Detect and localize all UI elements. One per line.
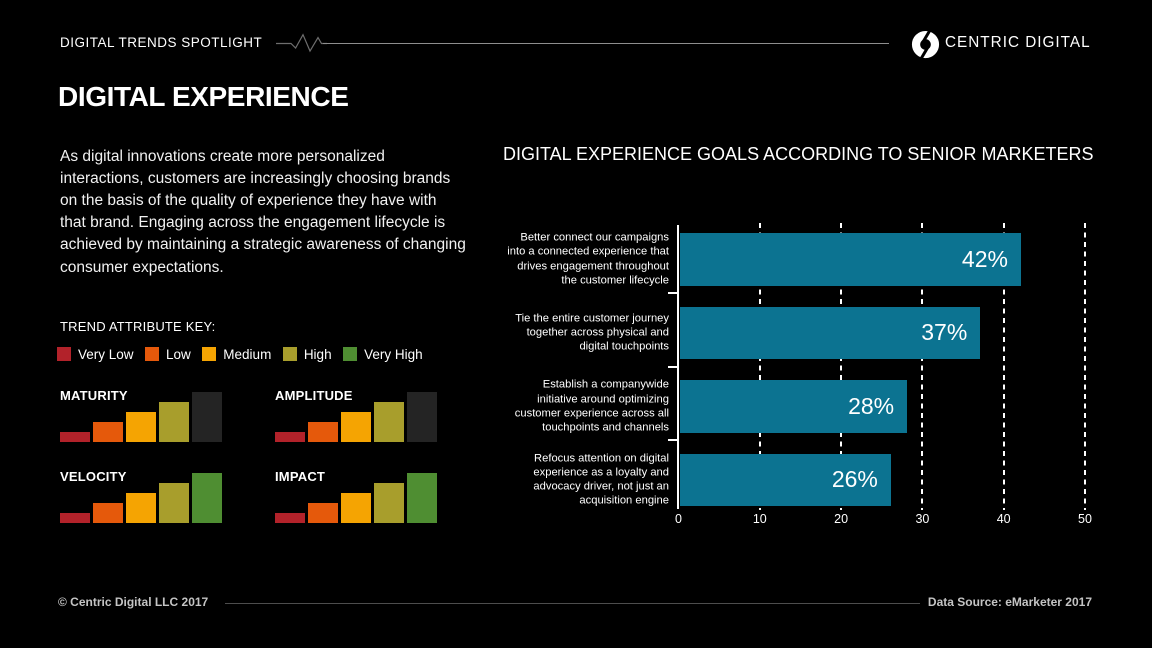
level-bar-high: [159, 401, 189, 442]
bar-26%: 26%: [679, 453, 891, 507]
legend-item: High: [282, 346, 332, 362]
bar-value-label: 28%: [848, 392, 895, 419]
attribute-chart-bars: [60, 473, 222, 523]
category-label: Better connect our campaigns into a conn…: [507, 231, 669, 287]
level-bar-very-high: [192, 473, 222, 523]
pulse-icon: [276, 33, 327, 53]
legend-label: High: [303, 346, 332, 362]
data-source-text: Data Source: eMarketer 2017: [927, 594, 1092, 609]
legend-item: Low: [145, 347, 191, 362]
intro-paragraph: As digital innovations create more perso…: [60, 147, 466, 276]
level-bar-very-low: [275, 432, 305, 442]
gridline-20: [840, 223, 843, 510]
category-separator-tick: [668, 292, 678, 294]
legend-label: Very High: [364, 346, 423, 362]
x-tick-label-30: 30: [915, 512, 930, 526]
attribute-chart-label: IMPACT: [275, 468, 326, 484]
gridline-30: [921, 223, 924, 510]
level-bar-very-high: [407, 473, 437, 523]
category-label: Tie the entire customer journey together…: [515, 312, 669, 353]
level-bar-medium: [341, 493, 371, 523]
level-bar-low: [308, 422, 338, 442]
x-tick-label-50: 50: [1078, 512, 1092, 526]
level-bar-medium: [341, 412, 371, 442]
y-axis: [677, 225, 679, 509]
attribute-chart-label: VELOCITY: [60, 468, 127, 484]
x-tick-label-20: 20: [834, 512, 849, 526]
legend-label: Very Low: [78, 346, 134, 362]
bar-value-label: 26%: [831, 466, 878, 493]
level-bar-medium: [126, 493, 156, 523]
bar-28%: 28%: [679, 380, 908, 433]
trend-key-title: TREND ATTRIBUTE KEY:: [60, 318, 216, 334]
legend-item: Very Low: [57, 347, 134, 362]
category-separator-tick: [668, 439, 678, 442]
attribute-chart-bars: [60, 392, 222, 442]
legend-swatch: [282, 347, 297, 361]
level-bar-very-low: [60, 513, 90, 523]
bar-42%: 42%: [679, 233, 1021, 286]
brand-wordmark: CENTRIC DIGITAL: [945, 34, 1091, 51]
attribute-chart-label: MATURITY: [60, 387, 128, 403]
legend-label: Low: [166, 346, 191, 362]
header-rule: [323, 43, 889, 44]
category-separator-tick: [668, 365, 678, 368]
level-bar-very-low: [60, 432, 90, 442]
legend-swatch: [343, 347, 358, 361]
page-title: DIGITAL EXPERIENCE: [58, 80, 349, 112]
level-bar-high: [159, 482, 189, 523]
level-bar-very-high: [407, 392, 437, 442]
x-tick-label-10: 10: [752, 512, 767, 526]
copyright-text: © Centric Digital LLC 2017: [58, 594, 209, 609]
eyebrow-title: DIGITAL TRENDS SPOTLIGHT: [60, 34, 263, 50]
attribute-chart-bars: [275, 473, 437, 523]
legend-item: Very High: [343, 347, 423, 362]
level-bar-low: [308, 503, 338, 523]
centric-digital-logo-icon: [911, 29, 940, 60]
attribute-chart-impact: IMPACT: [275, 466, 437, 523]
attribute-chart-label: AMPLITUDE: [275, 387, 353, 403]
category-label: Establish a companywide initiative aroun…: [514, 378, 669, 434]
legend-label: Medium: [223, 346, 272, 362]
level-bar-very-low: [275, 513, 305, 523]
legend-item: Medium: [202, 347, 271, 362]
legend-swatch: [57, 347, 71, 361]
level-bar-high: [374, 482, 404, 523]
level-bar-low: [93, 422, 123, 442]
level-bar-low: [93, 503, 123, 523]
attribute-chart-amplitude: AMPLITUDE: [275, 385, 437, 442]
bar-value-label: 37%: [921, 319, 968, 346]
level-bar-high: [374, 401, 404, 442]
gridline-10: [758, 223, 761, 510]
attribute-chart-bars: [275, 392, 437, 442]
legend-swatch: [145, 347, 160, 361]
trend-key-legend: Very Low Low Medium High Very High: [57, 347, 423, 362]
footer-rule: [225, 603, 920, 604]
attribute-chart-velocity: VELOCITY: [60, 466, 222, 523]
category-label: Refocus attention on digital experience …: [533, 452, 669, 508]
attribute-chart-maturity: MATURITY: [60, 385, 222, 442]
level-bar-medium: [126, 412, 156, 442]
x-tick-label-40: 40: [996, 512, 1011, 526]
bar-37%: 37%: [679, 306, 981, 360]
chart-title: DIGITAL EXPERIENCE GOALS ACCORDING TO SE…: [503, 143, 1094, 164]
gridline-40: [1002, 223, 1005, 510]
bar-value-label: 42%: [961, 245, 1008, 272]
legend-swatch: [202, 347, 217, 361]
x-tick-label-0: 0: [675, 512, 682, 526]
gridline-50: [1084, 223, 1086, 510]
level-bar-very-high: [192, 392, 222, 442]
